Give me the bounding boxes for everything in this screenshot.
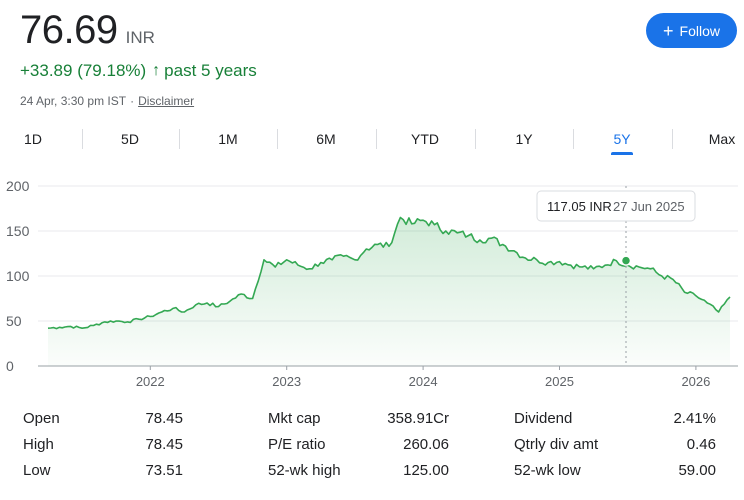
tab-divider — [672, 129, 673, 149]
follow-button[interactable]: + Follow — [646, 13, 737, 48]
tab-max[interactable]: Max — [700, 125, 744, 157]
stat-label: Dividend — [514, 410, 573, 427]
y-tick-label: 0 — [6, 358, 14, 374]
tab-ytd[interactable]: YTD — [400, 125, 450, 157]
currency-label: INR — [125, 28, 155, 47]
follow-label: Follow — [679, 22, 720, 39]
x-tick-label: 2026 — [681, 374, 710, 389]
tab-1m[interactable]: 1M — [208, 125, 248, 157]
tab-divider — [81, 129, 83, 149]
tab-divider — [179, 129, 180, 149]
y-tick-label: 50 — [6, 313, 22, 329]
stat-label: 52-wk low — [514, 462, 581, 479]
current-price: 76.69 — [20, 8, 118, 52]
tab-label: 1Y — [515, 131, 533, 147]
tab-5d[interactable]: 5D — [110, 125, 150, 157]
tab-label: 1D — [24, 131, 42, 147]
stat-value: 73.51 — [145, 462, 183, 479]
highlight-point — [620, 255, 632, 266]
tab-divider — [375, 129, 377, 149]
tooltip-value: 117.05 INR — [547, 199, 612, 214]
x-tick-label: 2023 — [272, 374, 301, 389]
tab-5y[interactable]: 5Y — [602, 125, 642, 157]
stat-value: 125.00 — [403, 462, 449, 479]
stat-value: 260.06 — [403, 436, 449, 453]
tab-label: Max — [708, 131, 736, 147]
arrow-up-icon: ↑ — [152, 62, 161, 79]
active-tab-indicator — [611, 152, 633, 155]
quote-meta: 24 Apr, 3:30 pm IST · Disclaimer — [20, 94, 194, 108]
price-chart[interactable]: 0 50 100 150 200 2022 2023 2024 2025 2026 117.05 I… — [0, 172, 744, 392]
stat-value: 2.41% — [673, 410, 716, 427]
tooltip-date: 27 Jun 2025 — [613, 199, 685, 214]
stat-value: 78.45 — [145, 410, 183, 427]
stat-value: 59.00 — [678, 462, 716, 479]
separator: · — [130, 94, 135, 108]
x-tick-label: 2022 — [136, 374, 165, 389]
stat-label: P/E ratio — [268, 436, 326, 453]
tab-divider — [573, 129, 574, 149]
stat-label: Low — [23, 462, 51, 479]
tab-label: 5Y — [613, 131, 631, 147]
timestamp: 24 Apr, 3:30 pm IST — [20, 94, 127, 108]
change-value: +33.89 (79.18%) — [20, 61, 147, 80]
y-tick-label: 150 — [6, 223, 30, 239]
tooltip — [536, 190, 696, 222]
stat-label: Qtrly div amt — [514, 436, 599, 453]
range-tabs: 1D 5D 1M 6M YTD 1Y 5Y Max — [0, 125, 744, 157]
y-tick-label: 100 — [6, 268, 30, 284]
price-change: +33.89 (79.18%) ↑ past 5 years — [20, 61, 257, 81]
x-tick-label: 2025 — [545, 374, 574, 389]
price-line — [47, 216, 731, 330]
stat-value: 0.46 — [686, 436, 716, 453]
tab-1y[interactable]: 1Y — [504, 125, 544, 157]
tab-6m[interactable]: 6M — [306, 125, 346, 157]
price-area — [48, 217, 730, 366]
tab-divider — [474, 129, 476, 149]
stat-label: Mkt cap — [268, 410, 321, 427]
stat-value: 78.45 — [145, 436, 183, 453]
stat-label: 52-wk high — [268, 462, 341, 479]
tab-divider — [277, 129, 278, 149]
tab-label: 5D — [121, 131, 139, 147]
x-tick-label: 2024 — [409, 374, 438, 389]
y-tick-label: 200 — [6, 178, 30, 194]
tab-label: 6M — [316, 131, 336, 147]
quote-header: 76.69 INR — [20, 8, 155, 53]
tab-1d[interactable]: 1D — [13, 125, 53, 157]
stat-label: Open — [23, 410, 60, 427]
tab-label: 1M — [218, 131, 238, 147]
stat-value: 358.91Cr — [387, 410, 449, 427]
change-period: past 5 years — [164, 61, 257, 80]
tab-label: YTD — [411, 131, 439, 147]
disclaimer-link[interactable]: Disclaimer — [138, 94, 195, 108]
plus-icon: + — [663, 20, 674, 41]
stat-label: High — [23, 436, 54, 453]
